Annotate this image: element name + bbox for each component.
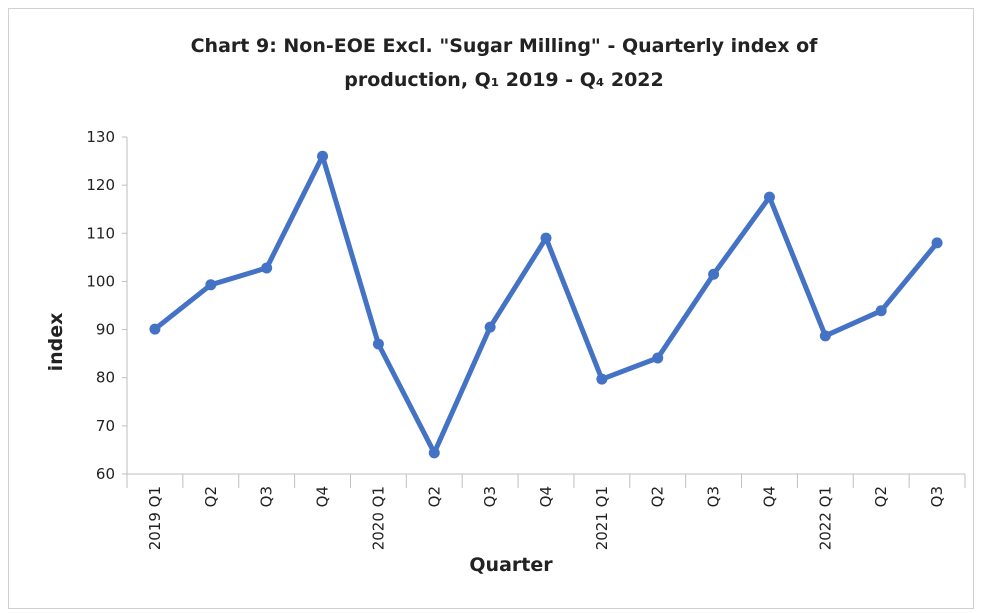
x-tick-label: 2022 Q1 [816,486,834,550]
x-tick-label: Q2 [649,486,667,507]
x-axis-title: Quarter [469,554,553,576]
data-point [652,352,664,364]
x-tick-label: 2020 Q1 [369,486,387,550]
y-tick-label: 120 [86,176,115,194]
y-tick-label: 60 [96,465,115,483]
y-tick-label: 80 [96,369,115,387]
x-tick-label: Q4 [314,486,332,507]
data-point [763,191,775,203]
x-tick-label: Q3 [928,486,946,507]
data-point [540,232,552,244]
y-tick-label: 100 [86,272,115,290]
x-tick-label: 2019 Q1 [146,486,164,550]
data-point [819,330,831,342]
y-axis-title: index [45,313,67,372]
x-tick-label: Q2 [202,486,220,507]
data-point [149,323,161,335]
data-point [931,237,943,249]
x-tick-label: Q4 [760,486,778,507]
y-tick-label: 110 [86,224,115,242]
data-point [317,150,329,162]
x-tick-label: 2021 Q1 [593,486,611,550]
y-tick-label: 90 [96,321,115,339]
data-point [372,338,384,350]
x-tick-label: Q3 [481,486,499,507]
y-tick-label: 70 [96,417,115,435]
data-point [484,321,496,333]
y-tick-label: 130 [86,128,115,146]
data-point [428,447,440,459]
data-point [596,373,608,385]
x-tick-label: Q4 [537,486,555,507]
data-point [205,279,217,291]
data-point [261,262,273,274]
data-point [708,268,720,280]
x-tick-label: Q3 [705,486,723,507]
chart-title-line: production, Q₁ 2019 - Q₄ 2022 [344,69,663,91]
x-tick-label: Q2 [872,486,890,507]
x-tick-label: Q3 [258,486,276,507]
data-point [875,305,887,317]
x-tick-label: Q2 [425,486,443,507]
chart-title-line: Chart 9: Non-EOE Excl. "Sugar Milling" -… [191,35,819,57]
